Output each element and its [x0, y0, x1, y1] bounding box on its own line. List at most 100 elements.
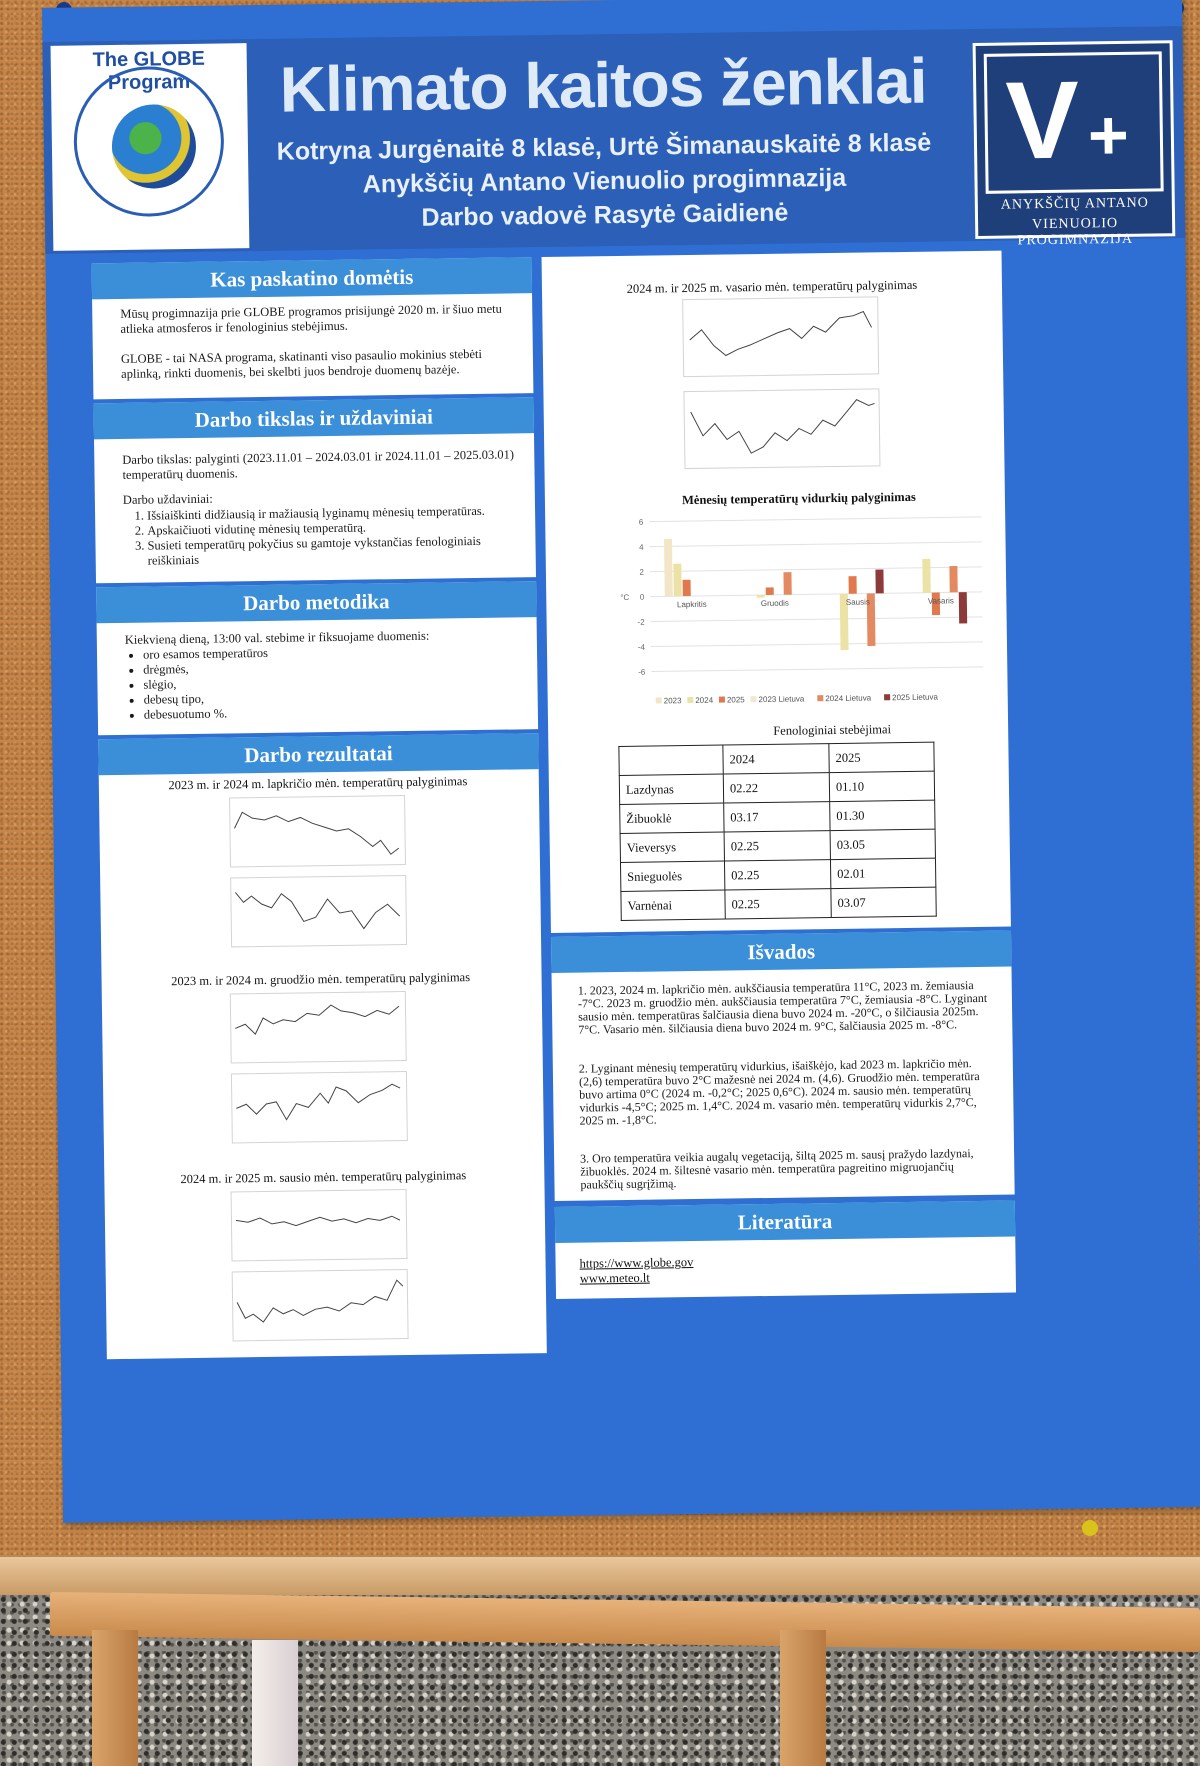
line-chart-feb-2024 — [682, 296, 880, 378]
y-tick-label: 4 — [639, 543, 644, 552]
line-chart-jan-2024 — [230, 1189, 408, 1262]
why-text-2: GLOBE - tai NASA programa, skatinanti vi… — [120, 346, 483, 381]
table-header-cell: 2025 — [828, 742, 935, 773]
literature-links: https://www.globe.gov www.meteo.lt — [579, 1252, 879, 1286]
gridline — [651, 666, 984, 673]
x-tick-label: Vasaris — [928, 596, 954, 605]
goal-task: Susieti temperatūrų pokyčius su gamtoje … — [147, 533, 523, 568]
bar — [875, 569, 884, 594]
goal-heading: Darbo tikslas ir uždaviniai — [93, 397, 534, 440]
legend-swatch — [718, 696, 725, 703]
table-cell: 02.25 — [724, 888, 832, 920]
legend-label: 2023 — [664, 696, 682, 705]
bar — [958, 592, 968, 624]
y-tick-label: 2 — [639, 568, 644, 577]
x-tick-label: Lapkritis — [677, 600, 707, 609]
poster: The GLOBE Program Klimato kaitos ženklai… — [42, 0, 1200, 1523]
why-text-1: Mūsų progimnazija prie GLOBE programos p… — [120, 301, 502, 336]
table-row: Lazdynas 02.22 01.10 — [619, 771, 935, 805]
table-cell: Žibuoklė — [619, 803, 725, 834]
table-row: Snieguolės 02.25 02.01 — [620, 858, 936, 892]
y-axis-label: °C — [620, 593, 629, 602]
table-cell: 03.07 — [830, 887, 937, 918]
table-cell: 02.25 — [724, 859, 831, 891]
table-row: Varnėnai 02.25 03.07 — [620, 887, 937, 921]
school-emblem-icon: V + — [983, 51, 1164, 194]
table-cell: Varnėnai — [620, 890, 726, 921]
results-heading: Darbo rezultatai — [98, 733, 539, 776]
push-pin — [1082, 1520, 1098, 1536]
line-chart-dec-2024 — [230, 1071, 408, 1144]
y-tick-label: 6 — [639, 518, 644, 527]
why-heading: Kas paskatino domėtis — [91, 257, 533, 300]
legend-swatch — [750, 696, 757, 703]
table-cell: Lazdynas — [619, 774, 724, 805]
table-cell: 03.17 — [723, 801, 831, 833]
table-row: Vieversys 02.25 03.05 — [620, 829, 936, 863]
bar — [765, 587, 774, 595]
line-chart-nov-2024 — [230, 875, 408, 948]
gridline — [649, 516, 982, 523]
school-logo-line2: VIENUOLIO PROGIMNAZIJA — [1017, 215, 1134, 249]
bar — [931, 592, 941, 616]
bar — [756, 594, 765, 598]
board-frame — [0, 1555, 1200, 1595]
school-logo: V + ANYKŠČIŲ ANTANO VIENUOLIO PROGIMNAZI… — [972, 40, 1176, 248]
y-tick-label: -2 — [637, 618, 645, 627]
literature-heading: Literatūra — [554, 1200, 1016, 1243]
conclusion-1: 1. 2023, 2024 m. lapkričio mėn. aukščiau… — [577, 978, 988, 1037]
legend-label: 2023 Lietuva — [758, 694, 804, 704]
table-header-cell: 2024 — [722, 743, 830, 775]
table-header-row: 2024 2025 — [618, 742, 935, 776]
gridline — [650, 641, 983, 648]
paper-roll — [252, 1640, 298, 1766]
gridline — [649, 541, 982, 548]
bar — [673, 563, 682, 597]
link-globe[interactable]: https://www.globe.gov — [579, 1255, 694, 1271]
x-tick-label: Sausis — [846, 597, 870, 606]
link-meteo[interactable]: www.meteo.lt — [579, 1270, 650, 1286]
conclusion-2: 2. Lyginant mėnesių temperatūrų vidurkiu… — [578, 1056, 980, 1128]
goal-task-list: Išsiaiškinti didžiausią ir mažiausią lyg… — [123, 503, 524, 569]
y-tick-label: 0 — [640, 593, 645, 602]
table-row: Žibuoklė 03.17 01.30 — [619, 800, 936, 834]
legend-label: 2024 — [695, 696, 713, 705]
table-cell: Snieguolės — [620, 861, 725, 892]
legend-swatch — [817, 695, 824, 702]
bar-chart: 6 4 2 0 -2 -4 -6 °C Lapkritis Gruodis Sausis Vasari… — [609, 507, 992, 712]
school-logo-line1: ANYKŠČIŲ ANTANO — [1000, 195, 1149, 213]
legend-swatch — [655, 697, 662, 704]
x-tick-label: Gruodis — [761, 599, 789, 608]
pheno-table: 2024 2025 Lazdynas 02.22 01.10 Žibuoklė … — [618, 742, 937, 921]
legend-label: 2024 Lietuva — [825, 693, 871, 703]
poster-title: Klimato kaitos ženklai — [279, 44, 927, 126]
bar — [949, 566, 958, 593]
table-cell: 01.30 — [829, 800, 936, 831]
bar — [848, 576, 857, 594]
bar — [783, 572, 792, 595]
bar — [682, 579, 691, 597]
globe-logo: The GLOBE Program — [50, 43, 250, 251]
bar-chart-svg: 6 4 2 0 -2 -4 -6 °C Lapkritis Gruodis Sausis Vasari… — [620, 516, 984, 705]
line-chart-feb-2025 — [683, 388, 881, 470]
bar — [866, 593, 876, 647]
easel-leg — [92, 1630, 138, 1766]
legend-swatch — [884, 694, 891, 701]
table-cell: 03.05 — [830, 829, 936, 860]
legend-label: 2025 Lietuva — [892, 693, 938, 703]
table-cell: 02.22 — [723, 772, 830, 804]
table-cell: 01.10 — [829, 771, 935, 802]
y-tick-label: -6 — [638, 668, 646, 677]
table-cell: 02.01 — [830, 858, 936, 889]
conclusion-3: 3. Oro temperatūra veikia augalų vegetac… — [580, 1146, 974, 1192]
table-cell: Vieversys — [620, 832, 725, 863]
line-chart-nov-2023 — [229, 795, 407, 868]
method-heading: Darbo metodika — [96, 581, 537, 624]
line-chart-jan-2025 — [231, 1269, 409, 1342]
gridline — [649, 566, 982, 573]
bar — [922, 558, 931, 593]
table-header-cell — [618, 745, 724, 776]
goal-aim: Darbo tikslas: palyginti (2023.11.01 – 2… — [122, 447, 515, 482]
y-tick-label: -4 — [638, 643, 646, 652]
line-chart-dec-2023 — [229, 991, 407, 1064]
